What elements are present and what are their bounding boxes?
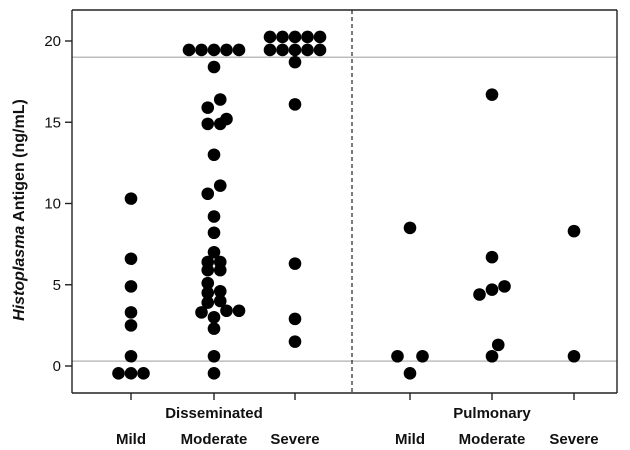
data-point (313, 43, 327, 57)
category-label-moderate: Moderate (459, 431, 526, 448)
data-point (201, 276, 215, 290)
data-point (288, 257, 302, 270)
category-label-severe: Severe (270, 431, 319, 448)
data-point (213, 284, 227, 298)
reference-lines (72, 56, 617, 362)
y-axis-label-italic: Histoplasma (11, 226, 28, 321)
data-points (112, 30, 581, 380)
axis-labels: Mild Moderate Severe Disseminated Mild Modera… (116, 405, 599, 448)
data-point (213, 93, 227, 106)
data-point (391, 349, 404, 363)
data-point (112, 367, 125, 380)
data-point (220, 43, 233, 57)
data-point (207, 148, 221, 162)
y-tick-label: 0 (53, 358, 61, 375)
y-tick-label: 10 (44, 196, 61, 213)
data-point (207, 367, 221, 380)
data-point (182, 43, 196, 57)
data-point (124, 319, 138, 332)
data-point (288, 30, 302, 44)
data-point (301, 43, 314, 57)
data-point (288, 335, 302, 348)
data-point (485, 349, 499, 363)
data-point (207, 210, 221, 223)
data-point (313, 30, 327, 44)
data-point (288, 43, 302, 57)
data-point (220, 112, 233, 126)
data-point (201, 255, 215, 269)
data-point (124, 192, 138, 205)
data-point (232, 304, 246, 318)
data-point (213, 179, 227, 192)
category-label-mild: Mild (395, 431, 425, 448)
data-point (498, 280, 511, 293)
data-point (403, 221, 417, 235)
data-point (491, 338, 505, 352)
data-point (195, 306, 208, 319)
data-point (288, 312, 302, 326)
data-point (288, 98, 302, 111)
data-point (485, 283, 499, 296)
category-label-mild: Mild (116, 431, 146, 448)
group-label-pulmonary: Pulmonary (453, 405, 531, 422)
data-point (263, 30, 277, 44)
data-point (263, 43, 277, 57)
data-point (124, 306, 138, 319)
data-point (276, 43, 289, 57)
data-point (232, 43, 246, 57)
y-axis-ticks: 0 5 10 15 20 (44, 33, 72, 375)
data-point (207, 310, 221, 324)
data-point (207, 349, 221, 363)
data-point (567, 349, 581, 363)
data-point (485, 88, 499, 101)
axes (71, 9, 618, 394)
data-point (213, 255, 227, 269)
data-point (124, 280, 138, 293)
data-point (124, 252, 138, 266)
data-point (207, 226, 221, 240)
data-point (207, 245, 221, 259)
category-label-moderate: Moderate (181, 431, 248, 448)
y-axis-label: Histoplasma Antigen (ng/mL) (11, 99, 28, 321)
data-point (416, 349, 429, 363)
data-point (201, 296, 215, 309)
data-point (220, 304, 233, 318)
data-point (485, 250, 499, 264)
data-point (137, 367, 150, 380)
data-point (207, 60, 221, 74)
data-point (207, 43, 221, 57)
x-axis-ticks (130, 393, 575, 400)
data-point (201, 187, 215, 201)
data-point (301, 30, 314, 44)
category-label-severe: Severe (549, 431, 598, 448)
group-label-disseminated: Disseminated (165, 405, 263, 422)
data-point (201, 286, 215, 300)
data-point (473, 288, 486, 301)
data-point (276, 30, 289, 44)
data-point (403, 367, 417, 380)
data-point (207, 322, 221, 335)
data-point (288, 55, 302, 69)
data-point (195, 43, 208, 57)
y-tick-label: 15 (44, 114, 61, 131)
data-point (124, 367, 138, 380)
data-point (201, 117, 215, 131)
y-axis-label-rest: Antigen (ng/mL) (11, 99, 28, 226)
y-tick-label: 20 (44, 33, 61, 50)
data-point (567, 224, 581, 238)
data-point (213, 294, 227, 308)
y-tick-label: 5 (53, 277, 61, 294)
data-point (201, 101, 215, 114)
data-point (124, 349, 138, 363)
